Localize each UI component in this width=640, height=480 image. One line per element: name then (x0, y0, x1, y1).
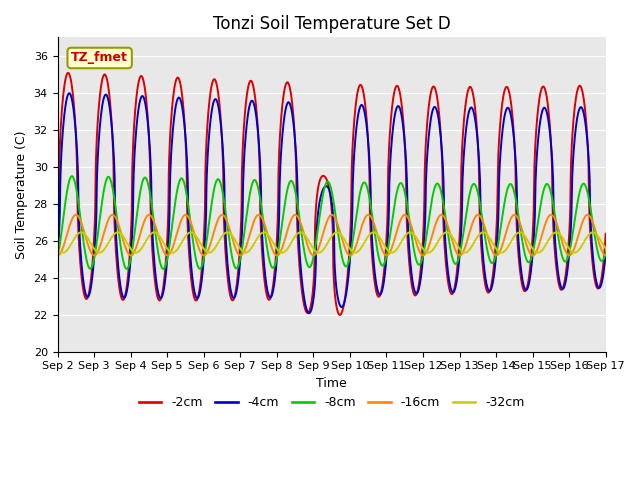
-8cm (54, 255, 61, 261)
-4cm (602, 250, 609, 256)
-16cm (237, 252, 244, 258)
-2cm (176, 79, 184, 84)
-2cm (336, 312, 344, 318)
-2cm (417, 260, 425, 266)
-4cm (54, 254, 61, 260)
-32cm (163, 245, 170, 251)
-2cm (602, 231, 609, 237)
-4cm (163, 265, 170, 271)
Line: -8cm: -8cm (58, 176, 605, 269)
Line: -32cm: -32cm (58, 232, 605, 252)
-4cm (489, 279, 497, 285)
-32cm (602, 246, 609, 252)
-4cm (417, 271, 425, 277)
-2cm (54, 235, 61, 240)
Legend: -2cm, -4cm, -8cm, -16cm, -32cm: -2cm, -4cm, -8cm, -16cm, -32cm (134, 391, 529, 414)
-2cm (237, 218, 245, 224)
-8cm (417, 259, 425, 264)
-2cm (489, 272, 497, 277)
Line: -4cm: -4cm (58, 93, 605, 313)
-16cm (489, 250, 497, 255)
-16cm (602, 252, 609, 258)
-32cm (177, 242, 184, 248)
-32cm (150, 229, 158, 235)
-4cm (65, 90, 73, 96)
Line: -2cm: -2cm (58, 73, 605, 315)
-8cm (489, 260, 497, 265)
-32cm (538, 248, 545, 254)
-4cm (538, 112, 545, 118)
-8cm (159, 266, 167, 272)
-8cm (177, 177, 184, 182)
-16cm (310, 252, 317, 258)
-4cm (305, 310, 313, 316)
Y-axis label: Soil Temperature (C): Soil Temperature (C) (15, 130, 28, 259)
Title: Tonzi Soil Temperature Set D: Tonzi Soil Temperature Set D (212, 15, 451, 33)
-16cm (163, 252, 170, 258)
-8cm (602, 250, 609, 255)
-2cm (65, 70, 72, 76)
Line: -16cm: -16cm (58, 215, 605, 255)
Text: TZ_fmet: TZ_fmet (71, 51, 128, 64)
X-axis label: Time: Time (316, 377, 347, 390)
-8cm (237, 249, 245, 255)
-8cm (68, 173, 76, 179)
-32cm (237, 247, 245, 253)
-2cm (538, 86, 545, 92)
-4cm (237, 245, 245, 251)
-4cm (176, 96, 184, 101)
-2cm (163, 250, 170, 255)
-32cm (417, 243, 425, 249)
-16cm (291, 212, 299, 217)
-32cm (54, 246, 61, 252)
-16cm (175, 222, 183, 228)
-8cm (538, 198, 545, 204)
-16cm (54, 252, 61, 258)
-32cm (489, 240, 497, 246)
-32cm (169, 250, 177, 255)
-16cm (417, 252, 425, 257)
-8cm (163, 258, 171, 264)
-16cm (538, 234, 545, 240)
